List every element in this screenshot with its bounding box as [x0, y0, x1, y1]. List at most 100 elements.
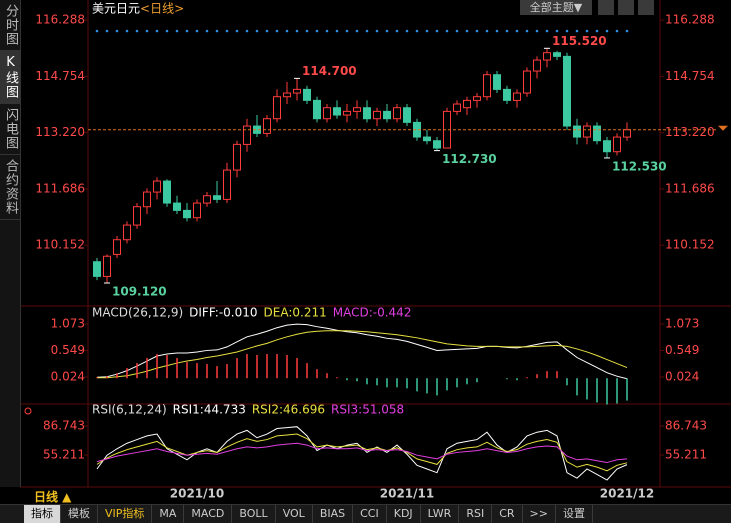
candle-body — [433, 140, 441, 149]
y-tick-label: 114.754 — [35, 69, 85, 83]
event-dot — [435, 29, 439, 33]
toolbar-tab[interactable]: 设置 — [556, 505, 593, 523]
y-tick-label: 110.152 — [665, 238, 715, 252]
candle-body — [533, 59, 541, 72]
event-dot — [355, 29, 359, 33]
toolbar-tab[interactable]: VOL — [276, 505, 313, 523]
candle-body — [203, 195, 211, 204]
event-dot — [95, 29, 99, 33]
candle-body — [603, 140, 611, 153]
event-dot — [225, 29, 229, 33]
event-dot — [475, 29, 479, 33]
toolbar-tab[interactable]: LWR — [421, 505, 460, 523]
icon-button[interactable] — [638, 0, 654, 15]
event-dot — [525, 29, 529, 33]
toolbar-tab[interactable]: 模板 — [61, 505, 98, 523]
candle-body — [403, 107, 411, 123]
x-tick-label: 2021/12 — [600, 487, 654, 501]
event-dot — [175, 29, 179, 33]
toolbar-tab[interactable]: >> — [523, 505, 556, 523]
sidebar-tab[interactable]: 分时图 — [0, 0, 20, 51]
chart-subtitle: <日线> — [140, 2, 184, 16]
event-dot — [625, 29, 629, 33]
toolbar-tab[interactable]: CR — [492, 505, 523, 523]
toolbar-tab[interactable]: VIP指标 — [98, 505, 153, 523]
toolbar-tab[interactable]: CCI — [353, 505, 387, 523]
y-tick-label: 55.211 — [665, 447, 707, 461]
y-tick-label: 116.288 — [35, 13, 85, 27]
toolbar-tab[interactable]: 指标 — [24, 505, 61, 523]
candle-body — [123, 224, 131, 241]
event-dot — [605, 29, 609, 33]
toolbar-tab[interactable]: MACD — [184, 505, 233, 523]
event-dot — [385, 29, 389, 33]
candle-body — [113, 239, 121, 255]
sidebar-tab[interactable]: K线图 — [0, 51, 20, 104]
candle-body — [293, 88, 301, 94]
y-tick-label: 113.220 — [665, 125, 715, 139]
toolbar-tab[interactable]: MA — [152, 505, 185, 523]
legend-entry: MACD:-0.442 — [333, 306, 412, 320]
event-dot — [365, 29, 369, 33]
toolbar-tab[interactable]: RSI — [459, 505, 493, 523]
candle-body — [383, 110, 391, 120]
event-dot — [585, 29, 589, 33]
y-tick-label: 110.152 — [35, 238, 85, 252]
sidebar-tab[interactable]: 合约资料 — [0, 155, 20, 220]
candle-body — [93, 261, 101, 277]
candle-body — [473, 96, 481, 101]
icon-button[interactable] — [618, 0, 634, 15]
candle-body — [613, 136, 621, 153]
event-dot — [555, 29, 559, 33]
event-dot — [515, 29, 519, 33]
legend-entry: RSI2:46.696 — [252, 403, 325, 417]
candle-body — [493, 74, 501, 90]
event-dot — [395, 29, 399, 33]
annotation: 112.530 — [612, 159, 667, 173]
candle-body — [213, 195, 221, 200]
theme-button[interactable]: 全部主题▼ — [520, 0, 592, 15]
legend-entry: RSI1:44.733 — [173, 403, 246, 417]
event-dot — [325, 29, 329, 33]
candle-body — [333, 107, 341, 116]
event-dot — [155, 29, 159, 33]
sidebar-tab[interactable]: 闪电图 — [0, 104, 20, 155]
icon-button[interactable] — [598, 0, 614, 15]
event-dot — [615, 29, 619, 33]
y-tick-label: 113.220 — [35, 125, 85, 139]
y-tick-label: 116.288 — [665, 13, 715, 27]
event-dot — [215, 29, 219, 33]
toolbar-tab[interactable]: BIAS — [313, 505, 354, 523]
candle-body — [573, 125, 581, 138]
candle-body — [243, 125, 251, 145]
toolbar-tab[interactable]: BOLL — [232, 505, 276, 523]
candle-body — [513, 92, 521, 101]
event-dot — [345, 29, 349, 33]
annotation: 115.520 — [552, 34, 607, 48]
candle-body — [463, 99, 471, 109]
event-dot — [445, 29, 449, 33]
event-dot — [105, 29, 109, 33]
legend-entry: DEA:0.211 — [264, 306, 327, 320]
candle-body — [423, 136, 431, 142]
x-tick-label: 2021/10 — [170, 487, 224, 501]
annotation: 114.700 — [302, 64, 357, 78]
candle-body — [273, 96, 281, 120]
event-dot — [485, 29, 489, 33]
event-dot — [315, 29, 319, 33]
candle-body — [583, 125, 591, 138]
y-tick-label: 0.024 — [665, 370, 699, 384]
y-tick-label: 0.549 — [51, 343, 85, 357]
candle-body — [523, 70, 531, 94]
event-dot — [285, 29, 289, 33]
toolbar-tab[interactable]: KDJ — [387, 505, 421, 523]
event-dot — [235, 29, 239, 33]
event-dot — [535, 29, 539, 33]
indicator-line — [96, 323, 628, 380]
period-button[interactable]: 日线 ▲ — [34, 490, 72, 504]
candle-body — [153, 180, 161, 193]
event-dot — [565, 29, 569, 33]
candle-body — [553, 52, 561, 57]
candle-body — [183, 209, 191, 219]
indicator-line — [96, 433, 628, 472]
